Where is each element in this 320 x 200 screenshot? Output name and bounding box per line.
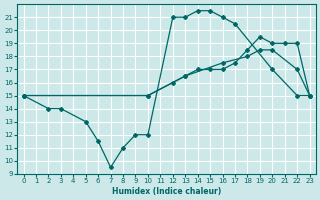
X-axis label: Humidex (Indice chaleur): Humidex (Indice chaleur) — [112, 187, 221, 196]
